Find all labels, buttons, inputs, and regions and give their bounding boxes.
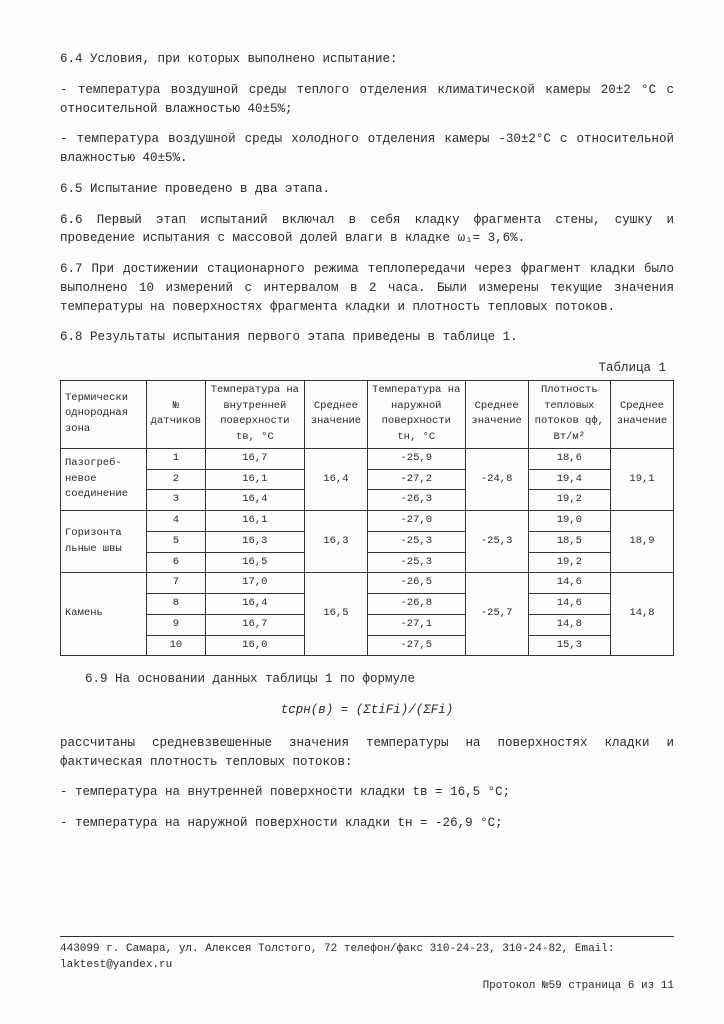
cell: 5 [147,531,206,552]
cell: 16,1 [205,511,304,532]
cell: 10 [147,635,206,656]
section-6-4-head: 6.4 Условия, при которых выполнено испыт… [60,50,674,69]
zone-cell: Пазогреб-невое соединение [61,448,147,510]
cell: 16,1 [205,469,304,490]
cell: 16,7 [205,614,304,635]
section-6-4-item-b: - температура воздушной среды холодного … [60,130,674,168]
cell: 14,6 [528,594,610,615]
col-tout: Температура на наружной поверхности tн, … [367,380,465,448]
section-6-9-item-a: - температура на внутренней поверхности … [60,783,674,802]
section-6-9-item-b: - температура на наружной поверхности кл… [60,814,674,833]
section-6-6: 6.6 Первый этап испытаний включал в себя… [60,211,674,249]
footer-address: 443099 г. Самара, ул. Алексея Толстого, … [60,941,674,974]
cell: 9 [147,614,206,635]
cell: 19,4 [528,469,610,490]
cell: -25,3 [465,511,528,573]
cell: -27,0 [367,511,465,532]
section-6-7: 6.7 При достижении стационарного режима … [60,260,674,316]
table-row: Горизонта льные швы 4 16,1 16,3 -27,0 -2… [61,511,674,532]
cell: -25,3 [367,552,465,573]
section-6-9-head: 6.9 На основании данных таблицы 1 по фор… [60,670,674,689]
cell: 2 [147,469,206,490]
table-row: 9 16,7 -27,1 14,8 [61,614,674,635]
cell: -25,3 [367,531,465,552]
cell: -27,1 [367,614,465,635]
formula: tсрн(в) = (ΣtiFi)/(ΣFi) [60,701,674,720]
table-row: Камень 7 17,0 16,5 -26,5 -25,7 14,6 14,8 [61,573,674,594]
col-avg2: Среднее значение [465,380,528,448]
cell: 8 [147,594,206,615]
document-page: 6.4 Условия, при которых выполнено испыт… [0,0,724,1024]
col-sensor: № датчиков [147,380,206,448]
section-6-8: 6.8 Результаты испытания первого этапа п… [60,328,674,347]
cell: -25,9 [367,448,465,469]
cell: -25,7 [465,573,528,656]
cell: 16,5 [304,573,367,656]
cell: 19,1 [611,448,674,510]
cell: 1 [147,448,206,469]
cell: -27,2 [367,469,465,490]
cell: 18,5 [528,531,610,552]
table-row: 10 16,0 -27,5 15,3 [61,635,674,656]
cell: -27,5 [367,635,465,656]
zone-cell: Камень [61,573,147,656]
col-flux: Плотность тепловых потоков qф, Вт/м² [528,380,610,448]
cell: 16,4 [304,448,367,510]
table-caption: Таблица 1 [60,359,666,378]
cell: 4 [147,511,206,532]
col-tin: Температура на внутренней поверхности tв… [205,380,304,448]
cell: 14,6 [528,573,610,594]
table-header-row: Термически однородная зона № датчиков Те… [61,380,674,448]
table-row: 5 16,3 -25,3 18,5 [61,531,674,552]
table-row: 2 16,1 -27,2 19,4 [61,469,674,490]
cell: 18,9 [611,511,674,573]
cell: 15,3 [528,635,610,656]
cell: 16,3 [304,511,367,573]
cell: 14,8 [611,573,674,656]
zone-cell: Горизонта льные швы [61,511,147,573]
table-row: 6 16,5 -25,3 19,2 [61,552,674,573]
cell: -26,8 [367,594,465,615]
col-avg1: Среднее значение [304,380,367,448]
section-6-9-body: рассчитаны средневзвешенные значения тем… [60,734,674,772]
section-6-4-item-a: - температура воздушной среды теплого от… [60,81,674,119]
cell: 7 [147,573,206,594]
cell: -26,5 [367,573,465,594]
cell: 19,2 [528,552,610,573]
cell: 14,8 [528,614,610,635]
col-zone: Термически однородная зона [61,380,147,448]
section-6-5: 6.5 Испытание проведено в два этапа. [60,180,674,199]
table-row: Пазогреб-невое соединение 1 16,7 16,4 -2… [61,448,674,469]
cell: 16,0 [205,635,304,656]
cell: 16,5 [205,552,304,573]
cell: 16,7 [205,448,304,469]
table-row: 3 16,4 -26,3 19,2 [61,490,674,511]
cell: 18,6 [528,448,610,469]
cell: 6 [147,552,206,573]
cell: 17,0 [205,573,304,594]
cell: 19,2 [528,490,610,511]
cell: 16,4 [205,490,304,511]
cell: -26,3 [367,490,465,511]
footer-page-number: Протокол №59 страница 6 из 11 [60,978,674,995]
cell: 16,4 [205,594,304,615]
cell: -24,8 [465,448,528,510]
cell: 19,0 [528,511,610,532]
col-avg3: Среднее значение [611,380,674,448]
cell: 3 [147,490,206,511]
results-table: Термически однородная зона № датчиков Те… [60,380,674,657]
page-footer: 443099 г. Самара, ул. Алексея Толстого, … [60,936,674,995]
cell: 16,3 [205,531,304,552]
table-row: 8 16,4 -26,8 14,6 [61,594,674,615]
